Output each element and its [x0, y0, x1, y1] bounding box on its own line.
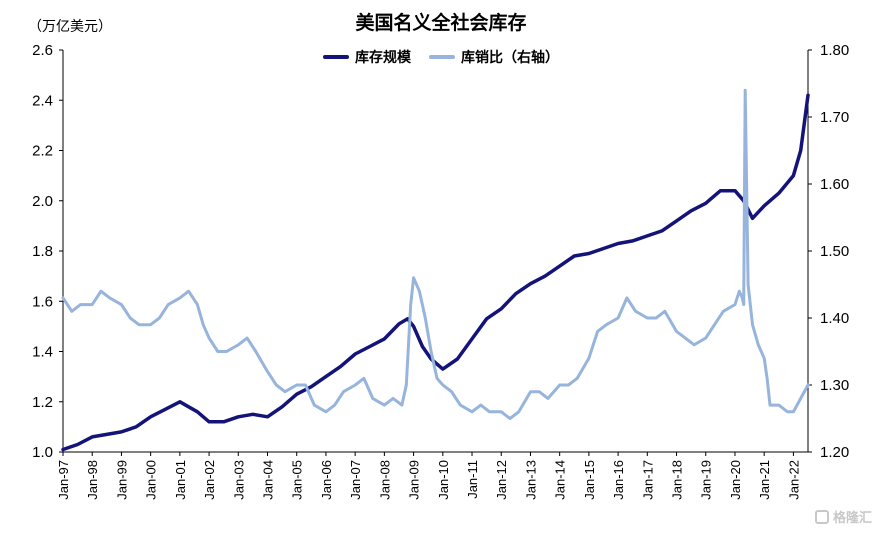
x-tick-label: Jan-21 [757, 460, 772, 500]
watermark-text: 格隆汇 [833, 507, 872, 526]
chart-title: 美国名义全社会库存 [0, 8, 882, 35]
x-tick-label: Jan-09 [407, 460, 422, 500]
line-chart: 1.01.21.41.61.82.02.22.42.61.201.301.401… [0, 0, 882, 534]
x-tick-label: Jan-06 [319, 460, 334, 500]
x-tick-label: Jan-03 [231, 460, 246, 500]
x-tick-label: Jan-22 [786, 460, 801, 500]
legend-item-inventory: 库存规模 [323, 47, 411, 67]
x-tick-label: Jan-17 [640, 460, 655, 500]
y-tick-label-right: 1.40 [820, 310, 849, 327]
legend-swatch-ratio [429, 55, 455, 59]
x-tick-label: Jan-20 [728, 460, 743, 500]
x-tick-label: Jan-01 [173, 460, 188, 500]
y-tick-label-right: 1.30 [820, 377, 849, 394]
legend-label-inventory: 库存规模 [355, 47, 411, 67]
series-line-inventory [63, 95, 808, 449]
x-tick-label: Jan-15 [582, 460, 597, 500]
x-tick-label: Jan-10 [436, 460, 451, 500]
x-tick-label: Jan-04 [261, 460, 276, 500]
y-tick-label-right: 1.70 [820, 109, 849, 126]
y-tick-label-left: 1.4 [32, 344, 53, 361]
y-tick-label-left: 1.0 [32, 444, 53, 461]
x-tick-label: Jan-13 [523, 460, 538, 500]
y-tick-label-left: 1.8 [32, 243, 53, 260]
y-tick-label-left: 1.6 [32, 293, 53, 310]
series-line-ratio [63, 90, 808, 418]
x-tick-label: Jan-11 [465, 460, 480, 499]
y-axis-unit-label: （万亿美元） [28, 16, 112, 36]
x-tick-label: Jan-08 [377, 460, 392, 500]
y-tick-label-right: 1.20 [820, 444, 849, 461]
watermark: 格隆汇 [815, 507, 872, 526]
x-tick-label: Jan-05 [290, 460, 305, 500]
y-tick-label-left: 2.2 [32, 143, 53, 160]
logo-icon [815, 510, 829, 524]
x-tick-label: Jan-00 [144, 460, 159, 500]
x-tick-label: Jan-19 [699, 460, 714, 500]
y-tick-label-left: 2.4 [32, 92, 53, 109]
legend: 库存规模 库销比（右轴） [0, 47, 882, 67]
legend-item-ratio: 库销比（右轴） [429, 47, 559, 67]
x-tick-label: Jan-14 [553, 460, 568, 500]
x-tick-label: Jan-97 [56, 460, 71, 500]
x-tick-label: Jan-98 [85, 460, 100, 500]
y-tick-label-left: 2.0 [32, 193, 53, 210]
x-tick-label: Jan-07 [348, 460, 363, 500]
x-tick-label: Jan-02 [202, 460, 217, 500]
y-tick-label-right: 1.60 [820, 176, 849, 193]
y-tick-label-right: 1.50 [820, 243, 849, 260]
x-tick-label: Jan-16 [611, 460, 626, 500]
x-tick-label: Jan-12 [494, 460, 509, 500]
x-tick-label: Jan-99 [114, 460, 129, 500]
legend-label-ratio: 库销比（右轴） [461, 47, 559, 67]
x-tick-label: Jan-18 [670, 460, 685, 500]
y-tick-label-left: 1.2 [32, 394, 53, 411]
legend-swatch-inventory [323, 55, 349, 59]
